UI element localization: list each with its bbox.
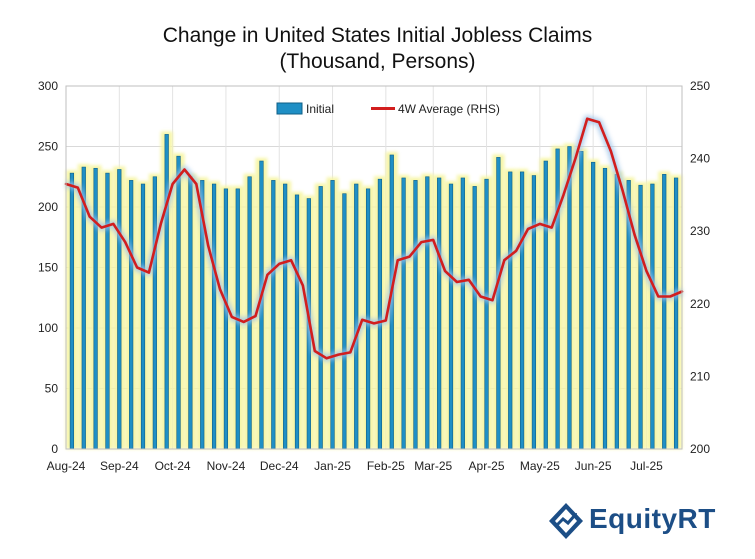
x-tick-label: Jun-25 xyxy=(575,459,612,473)
bar-initial xyxy=(579,151,584,450)
x-tick-label: Oct-24 xyxy=(155,459,191,473)
bar-initial xyxy=(164,134,169,450)
y-left-tick-label: 0 xyxy=(51,442,58,456)
bar-initial xyxy=(271,180,276,450)
x-tick-label: Jul-25 xyxy=(630,459,663,473)
y-left-tick-label: 300 xyxy=(38,79,58,93)
x-tick-label: Sep-24 xyxy=(100,459,139,473)
y-right-tick-label: 230 xyxy=(690,224,710,238)
bar-initial xyxy=(211,183,217,450)
bar-initial xyxy=(602,167,608,450)
bar-initial xyxy=(247,176,252,450)
bar-initial xyxy=(472,186,477,450)
y-right-tick-label: 240 xyxy=(690,152,710,166)
y-left-tick-label: 50 xyxy=(45,382,59,396)
bar-initial xyxy=(591,161,596,450)
bar-initial xyxy=(519,171,525,450)
x-tick-label: Dec-24 xyxy=(260,459,299,473)
legend-label-4w-average: 4W Average (RHS) xyxy=(398,102,500,116)
y-left-tick-label: 250 xyxy=(38,140,58,154)
equityrt-logo-icon xyxy=(549,503,583,539)
bar-initial xyxy=(401,177,406,450)
bar-initial xyxy=(223,188,229,450)
bar-initial xyxy=(662,174,667,450)
legend: Initial 4W Average (RHS) xyxy=(276,102,500,116)
legend-swatch-initial xyxy=(276,102,303,115)
y-right-tick-label: 200 xyxy=(690,442,710,456)
bar-initial xyxy=(543,160,548,450)
legend-label-initial: Initial xyxy=(306,102,334,116)
bar-initial xyxy=(377,178,383,450)
bar-initial xyxy=(413,180,418,450)
bar-initial xyxy=(425,176,430,450)
bar-initial xyxy=(531,175,537,450)
plot-frame xyxy=(65,85,683,450)
bar-initial xyxy=(69,172,75,450)
x-tick-label: Feb-25 xyxy=(367,459,405,473)
bar-initial xyxy=(555,148,560,450)
bar-initial xyxy=(496,157,501,450)
y-right-tick-label: 220 xyxy=(690,297,710,311)
y-left-tick-label: 150 xyxy=(38,261,58,275)
bar-initial xyxy=(283,183,288,450)
bar-initial xyxy=(318,186,323,450)
bar-initial xyxy=(437,177,442,450)
bar-initial xyxy=(105,172,110,450)
y-right-tick-label: 210 xyxy=(690,369,710,383)
line-4w-average xyxy=(64,117,684,360)
x-tick-label: Apr-25 xyxy=(469,459,505,473)
bar-initial xyxy=(330,180,335,450)
chart-subtitle: (Thousand, Persons) xyxy=(279,50,476,73)
axes: 0 50 100 150 200 250 300 200 210 220 230 240 250 Aug-… xyxy=(38,79,710,473)
y-right-tick-label: 250 xyxy=(690,79,710,93)
bar-initial xyxy=(448,183,454,450)
bar-initial xyxy=(176,155,181,450)
bar-initial xyxy=(673,177,679,450)
y-left-tick-label: 100 xyxy=(38,321,58,335)
brand-logo: EquityRT xyxy=(547,500,747,542)
brand-name: EquityRT xyxy=(589,503,716,534)
line-series-4w-average xyxy=(64,115,684,362)
bar-initial xyxy=(638,184,643,450)
bar-initial xyxy=(93,167,98,450)
bar-initial xyxy=(567,146,572,450)
bar-initial xyxy=(188,176,193,450)
bar-initial xyxy=(117,169,122,450)
bar-initial xyxy=(508,171,513,450)
x-tick-label: Jan-25 xyxy=(314,459,351,473)
y-left-tick-label: 200 xyxy=(38,200,58,214)
bar-initial xyxy=(342,193,347,450)
bar-initial xyxy=(129,180,134,450)
bar-initial xyxy=(614,174,619,450)
x-tick-label: May-25 xyxy=(520,459,560,473)
bar-initial xyxy=(650,183,655,450)
bar-initial xyxy=(152,176,157,450)
bar-initial xyxy=(484,178,489,450)
bar-initial xyxy=(294,194,300,450)
bar-initial xyxy=(140,183,146,450)
bar-initial xyxy=(354,183,359,450)
x-tick-label: Nov-24 xyxy=(207,459,246,473)
chart-title: Change in United States Initial Jobless … xyxy=(162,24,593,47)
x-tick-label: Aug-24 xyxy=(47,459,86,473)
x-tick-label: Mar-25 xyxy=(414,459,452,473)
bar-initial xyxy=(460,177,465,450)
bar-glow-layer xyxy=(65,131,683,450)
